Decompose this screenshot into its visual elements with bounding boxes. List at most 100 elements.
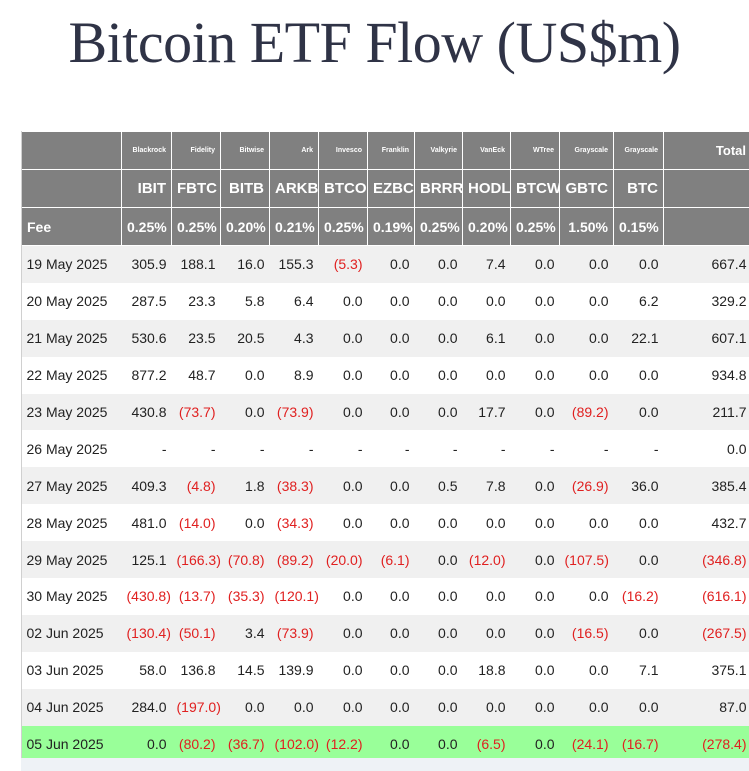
total-header: Total xyxy=(663,131,749,170)
flow-cell: 0.0 xyxy=(367,393,415,431)
flow-cell: 0.0 xyxy=(510,651,560,689)
ticker-symbol: BTCO xyxy=(318,169,368,208)
flow-cell: 14.5 xyxy=(220,651,270,689)
flow-cell: 0.0 xyxy=(559,356,614,394)
header-corner xyxy=(21,169,122,208)
flow-cell: 23.3 xyxy=(171,282,221,320)
flow-cell: 8.9 xyxy=(269,356,319,394)
flow-cell: (4.8) xyxy=(171,467,221,505)
flow-cell: 0.0 xyxy=(318,467,368,505)
ticker-symbol: BTC xyxy=(613,169,664,208)
flow-cell: 0.0 xyxy=(559,578,614,615)
flow-cell: (14.0) xyxy=(171,504,221,542)
flow-cell: (16.2) xyxy=(613,578,664,615)
table-left-border xyxy=(21,131,22,771)
row-total: 329.2 xyxy=(663,282,749,320)
fee-value: 0.25% xyxy=(510,207,560,246)
flow-cell: 0.0 xyxy=(510,541,560,579)
flow-cell: 0.0 xyxy=(613,614,664,652)
flow-cell: 0.0 xyxy=(414,614,463,652)
ticker-symbol: BTCW xyxy=(510,169,560,208)
row-date: 27 May 2025 xyxy=(21,467,122,505)
flow-cell: 139.9 xyxy=(269,651,319,689)
flow-cell: 0.0 xyxy=(613,504,664,542)
flow-cell: 0.0 xyxy=(414,245,463,283)
flow-cell: (16.5) xyxy=(559,614,614,652)
flow-cell: 6.4 xyxy=(269,282,319,320)
flow-cell: 7.8 xyxy=(462,467,511,505)
row-date: 04 Jun 2025 xyxy=(21,688,122,726)
fee-value: 0.25% xyxy=(171,207,221,246)
flow-cell: (20.0) xyxy=(318,541,368,579)
flow-cell: 0.0 xyxy=(414,393,463,431)
flow-cell: 0.0 xyxy=(367,319,415,357)
flow-cell: 3.4 xyxy=(220,614,270,652)
fee-value: 0.20% xyxy=(220,207,270,246)
flow-cell: 58.0 xyxy=(121,651,172,689)
flow-cell: 409.3 xyxy=(121,467,172,505)
flow-cell: 23.5 xyxy=(171,319,221,357)
flow-cell: - xyxy=(613,430,664,468)
flow-cell: 0.0 xyxy=(510,504,560,542)
flow-cell: - xyxy=(171,430,221,468)
flow-cell: 0.0 xyxy=(220,688,270,726)
flow-cell: (38.3) xyxy=(269,467,319,505)
row-total: 385.4 xyxy=(663,467,749,505)
table-row: 26 May 2025- - - - - - - - - - -0.0 xyxy=(21,430,749,468)
flow-cell: 0.0 xyxy=(318,614,368,652)
flow-cell: 0.0 xyxy=(510,688,560,726)
flow-cell: 0.0 xyxy=(510,725,560,763)
row-total: (267.5) xyxy=(663,614,749,652)
issuer-name: Grayscale xyxy=(559,131,614,170)
row-date: 19 May 2025 xyxy=(21,245,122,283)
page-title: Bitcoin ETF Flow (US$m) xyxy=(68,10,681,75)
flow-cell: 0.0 xyxy=(510,578,560,615)
flow-cell: 36.0 xyxy=(613,467,664,505)
row-total: 0.0 xyxy=(663,430,749,468)
ticker-symbol: FBTC xyxy=(171,169,221,208)
flow-cell: - xyxy=(559,430,614,468)
flow-cell: 0.0 xyxy=(367,245,415,283)
fee-value: 0.25% xyxy=(121,207,172,246)
flow-cell: 22.1 xyxy=(613,319,664,357)
flow-cell: (120.1) xyxy=(269,578,319,615)
flow-cell: 0.0 xyxy=(613,245,664,283)
row-total: (278.4) xyxy=(663,725,749,763)
flow-cell: 284.0 xyxy=(121,688,172,726)
fee-label: Fee xyxy=(21,207,122,246)
flow-cell: (166.3) xyxy=(171,541,221,579)
etf-flow-table: Blackrock Fidelity Bitwise Ark Invesco Frankl… xyxy=(21,131,749,763)
flow-cell: 7.4 xyxy=(462,245,511,283)
flow-cell: 0.0 xyxy=(510,614,560,652)
flow-cell: 6.2 xyxy=(613,282,664,320)
ticker-symbol: BRRR xyxy=(414,169,463,208)
flow-cell: 155.3 xyxy=(269,245,319,283)
flow-cell: - xyxy=(269,430,319,468)
flow-cell: 0.0 xyxy=(510,356,560,394)
flow-cell: 0.0 xyxy=(220,393,270,431)
row-total: 607.1 xyxy=(663,319,749,357)
flow-cell: 18.8 xyxy=(462,651,511,689)
flow-cell: - xyxy=(367,430,415,468)
flow-cell: 0.0 xyxy=(559,282,614,320)
table-row: 29 May 2025 125.1 (166.3) (70.8) (89.2) (20.0… xyxy=(21,541,749,579)
flow-cell: 0.0 xyxy=(613,688,664,726)
row-total: (616.1) xyxy=(663,578,749,615)
issuer-header-row: Blackrock Fidelity Bitwise Ark Invesco Frankl… xyxy=(21,131,749,170)
flow-cell: (24.1) xyxy=(559,725,614,763)
flow-cell: (26.9) xyxy=(559,467,614,505)
header-corner xyxy=(21,131,122,170)
flow-cell: 0.0 xyxy=(367,651,415,689)
flow-cell: - xyxy=(121,430,172,468)
table-bottom-strip xyxy=(21,758,749,771)
flow-cell: 0.0 xyxy=(318,282,368,320)
flow-cell: (130.4) xyxy=(121,614,172,652)
flow-cell: 0.0 xyxy=(510,282,560,320)
flow-cell: 0.0 xyxy=(510,393,560,431)
flow-cell: 0.0 xyxy=(462,282,511,320)
ticker-symbol: EZBC xyxy=(367,169,415,208)
flow-cell: 0.0 xyxy=(613,541,664,579)
flow-cell: (34.3) xyxy=(269,504,319,542)
flow-cell: 0.0 xyxy=(559,245,614,283)
row-date: 05 Jun 2025 xyxy=(21,725,122,763)
